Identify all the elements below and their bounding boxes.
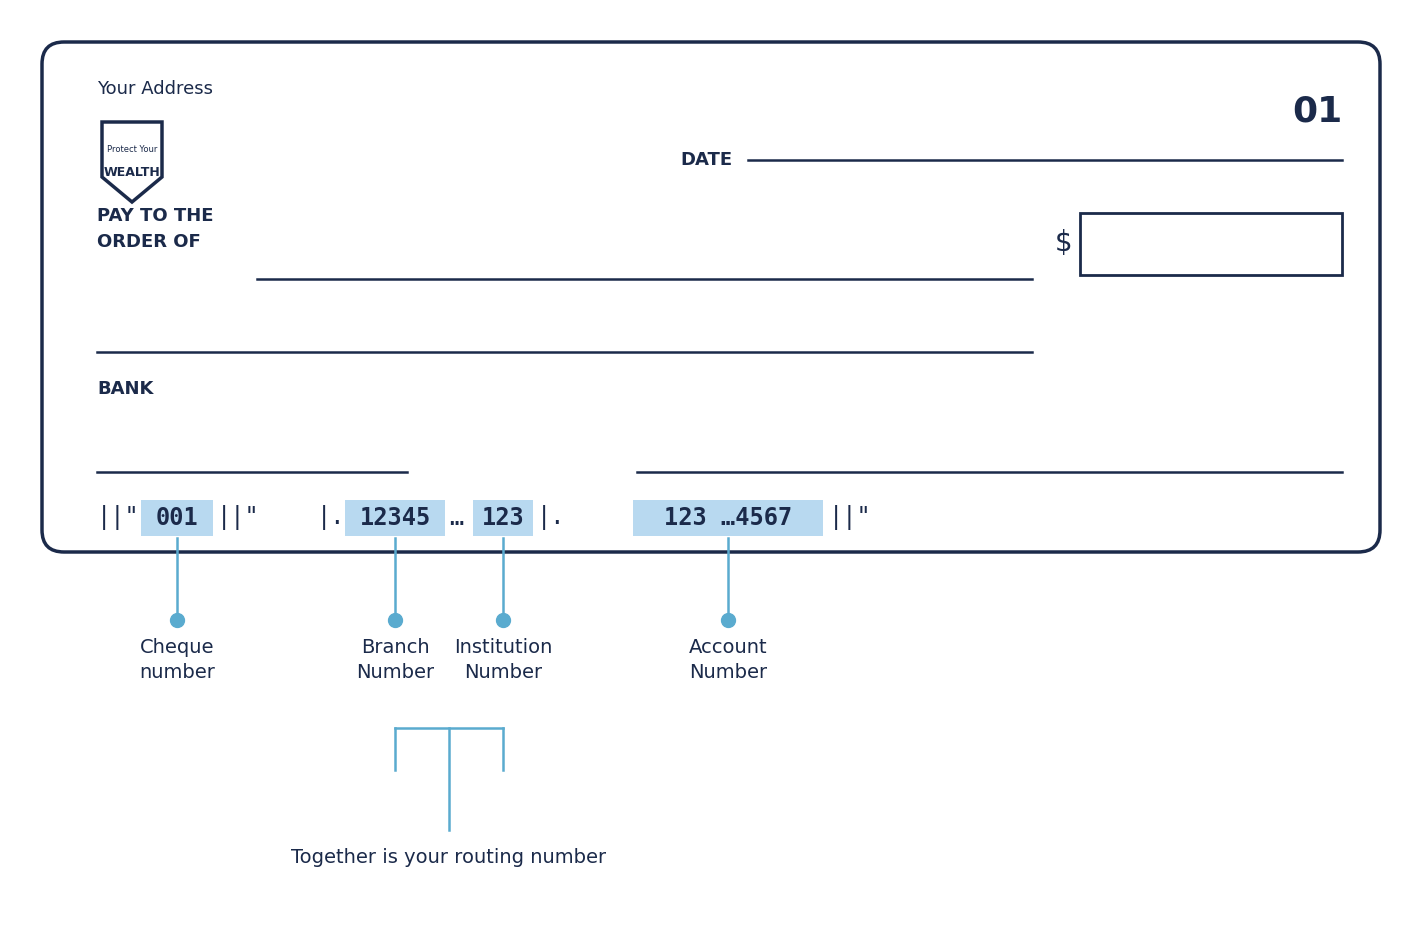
Text: 01: 01 (1291, 94, 1342, 128)
Text: Account
Number: Account Number (688, 638, 768, 682)
Text: |.: |. (317, 505, 346, 531)
Text: 12345: 12345 (360, 506, 431, 530)
Text: Together is your routing number: Together is your routing number (292, 848, 607, 867)
Text: 123: 123 (482, 506, 525, 530)
Text: BANK: BANK (97, 380, 154, 398)
Text: Your Address: Your Address (97, 80, 213, 98)
Bar (1081, 213, 1342, 275)
Text: ||": ||" (829, 505, 872, 531)
Text: …: … (449, 506, 464, 530)
Text: ||": ||" (218, 505, 260, 531)
Bar (633, 500, 823, 536)
Bar (346, 500, 445, 536)
Text: ||": ||" (97, 505, 139, 531)
Bar (141, 500, 213, 536)
Text: 123 …4567: 123 …4567 (664, 506, 792, 530)
Text: $: $ (1055, 229, 1072, 257)
Text: DATE: DATE (680, 151, 732, 169)
Bar (474, 500, 533, 536)
Text: Branch
Number: Branch Number (356, 638, 434, 682)
Text: Protect Your: Protect Your (107, 145, 158, 154)
FancyBboxPatch shape (43, 42, 1379, 552)
Text: |.: |. (538, 505, 566, 531)
Text: Cheque
number: Cheque number (139, 638, 215, 682)
Text: PAY TO THE
ORDER OF: PAY TO THE ORDER OF (97, 207, 213, 252)
Text: WEALTH: WEALTH (104, 166, 161, 179)
Text: Institution
Number: Institution Number (454, 638, 552, 682)
Text: 001: 001 (155, 506, 199, 530)
